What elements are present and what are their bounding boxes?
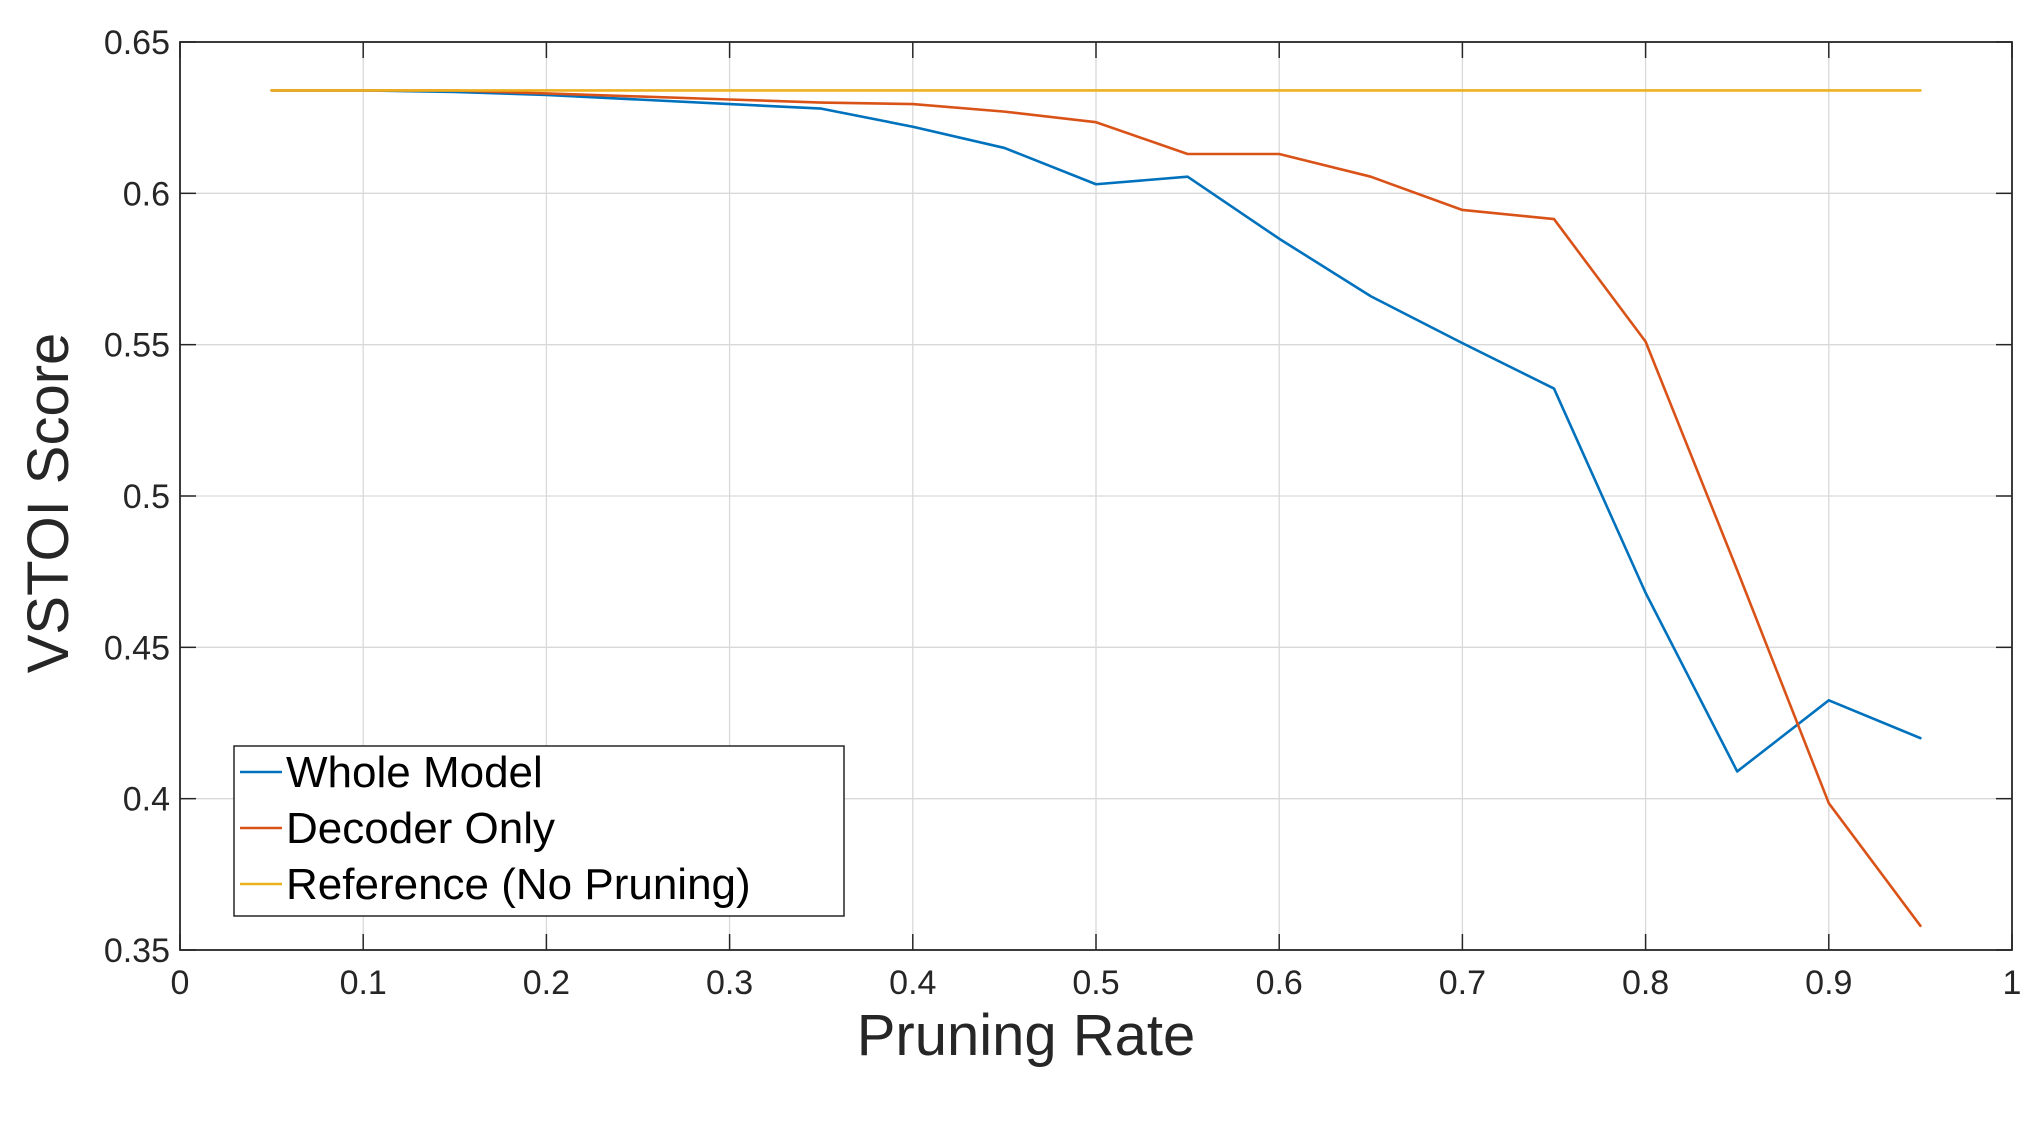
x-tick-label: 0.7 <box>1439 964 1486 1002</box>
x-tick-label: 0.3 <box>706 964 753 1002</box>
x-tick-label: 0.4 <box>889 964 936 1002</box>
x-tick-label: 0.5 <box>1072 964 1119 1002</box>
tick-marks <box>179 41 2013 951</box>
y-tick-label: 0.6 <box>123 175 170 213</box>
y-tick-label: 0.45 <box>104 629 170 667</box>
x-tick-label: 0.2 <box>523 964 570 1002</box>
legend-label-decoder-only: Decoder Only <box>286 804 555 853</box>
x-tick-label: 0.6 <box>1256 964 1303 1002</box>
x-tick-label: 0.8 <box>1622 964 1669 1002</box>
y-tick-label: 0.5 <box>123 478 170 516</box>
y-tick-label: 0.65 <box>104 24 170 62</box>
y-axis-title: VSTOI Score <box>16 333 81 674</box>
y-tick-label: 0.4 <box>123 781 170 819</box>
legend: Whole Model Decoder Only Reference (No Pru… <box>233 745 845 917</box>
legend-label-whole-model: Whole Model <box>286 748 543 797</box>
legend-box <box>233 745 845 917</box>
x-tick-label: 1 <box>2003 964 2022 1002</box>
legend-label-reference-no-pruning: Reference (No Pruning) <box>286 860 751 909</box>
x-axis-title: Pruning Rate <box>857 1003 1196 1068</box>
x-tick-label: 0 <box>171 964 190 1002</box>
grid-lines <box>180 42 2012 950</box>
y-tick-label: 0.35 <box>104 932 170 970</box>
x-tick-label: 0.1 <box>340 964 387 1002</box>
y-tick-label: 0.55 <box>104 327 170 365</box>
x-tick-labels: 0 0.1 0.2 0.3 0.4 0.5 0.6 0.7 0.8 0.9 1 <box>171 964 2022 1002</box>
series-line-whole-model <box>270 89 1922 773</box>
y-tick-labels: 0.35 0.4 0.45 0.5 0.55 0.6 0.65 <box>104 24 170 970</box>
series-layer <box>270 89 1922 928</box>
x-tick-label: 0.9 <box>1805 964 1852 1002</box>
series-line-decoder-only <box>270 89 1922 928</box>
